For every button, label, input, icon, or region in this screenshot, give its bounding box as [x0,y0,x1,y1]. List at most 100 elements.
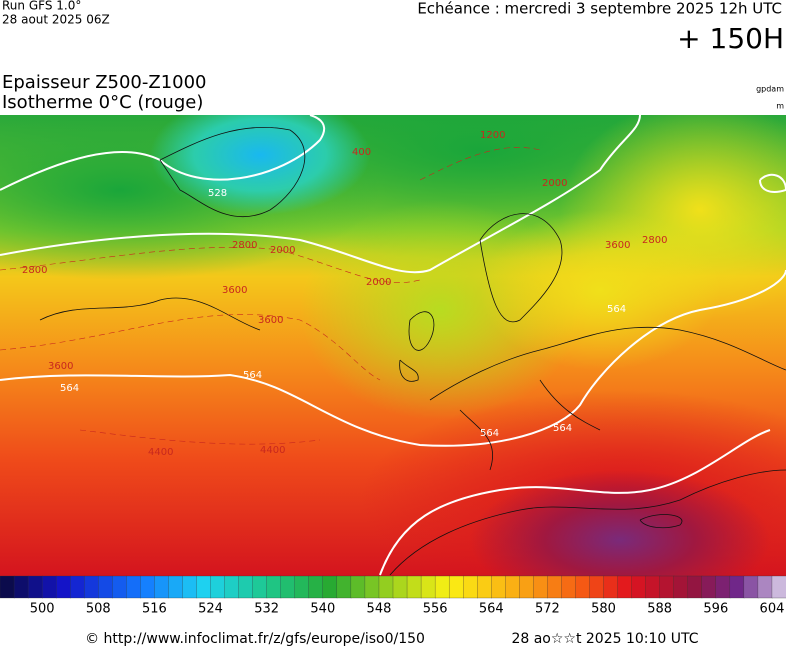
colorbar-swatch [140,575,156,599]
colorbar-swatch [0,575,15,599]
colorbar-swatch [757,575,773,599]
colorbar-swatch [84,575,99,599]
contour-label: 564 [243,370,262,381]
colorbar-swatch [210,575,226,599]
colorbar-swatch [41,575,57,599]
colorbar-swatch [126,575,142,599]
colorbar-swatch [589,575,605,599]
colorbar-swatch [743,575,759,599]
colorbar-swatch [687,575,703,599]
generated: 28 ao☆☆t 2025 10:10 UTC [511,631,698,647]
colorbar-swatch [701,575,717,599]
colorbar-swatch [406,575,422,599]
colorbar-swatch [771,575,786,599]
colorbar-tick-label: 556 [423,602,448,617]
contour-label: 564 [553,423,572,434]
colorbar-swatch [350,575,366,599]
colorbar-swatch [112,575,127,599]
colorbar-swatch [477,575,492,599]
map: 528 564 564 564 564 564 2800 2800 3600 3… [0,115,786,576]
contour-label: 3600 [222,285,247,296]
echeance: Echéance : mercredi 3 septembre 2025 12h… [417,0,782,18]
source: © http://www.infoclimat.fr/z/gfs/europe/… [85,631,425,647]
contour-label: 528 [208,188,227,199]
colorbar-swatch [70,575,85,599]
title: Epaisseur Z500-Z1000 [2,72,207,93]
contour-label: 4400 [148,447,173,458]
contour-label: 2000 [542,178,567,189]
colorbar-tick-label: 580 [591,602,616,617]
colorbar-swatch [729,575,745,599]
colorbar-swatch [27,575,43,599]
colorbar-swatch [575,575,591,599]
contour-label: 400 [352,147,371,158]
colorbar-tick-label: 500 [30,602,55,617]
colorbar-swatch [561,575,577,599]
colorbar-swatch [168,575,184,599]
colorbar-tick-label: 524 [198,602,223,617]
colorbar-swatch [182,575,198,599]
run: Run GFS 1.0° [2,0,81,13]
colorbar-tick-label: 572 [535,602,560,617]
contour-label: 564 [480,428,499,439]
colorbar-swatch [98,575,113,599]
colorbar-swatch [196,575,212,599]
lead-time: + 150H [677,22,784,55]
colorbar-swatch [308,575,324,599]
subtitle: Isotherme 0°C (rouge) [2,92,203,113]
contour-label: 2800 [22,265,47,276]
contour-label: 2800 [232,240,257,251]
colorbar-swatch [55,575,71,599]
colorbar-swatch [505,575,520,599]
colorbar-swatch [617,575,633,599]
colorbar-tick-label: 516 [142,602,167,617]
contour-label: 564 [607,304,626,315]
colorbar-swatch [533,575,549,599]
colorbar-swatch [715,575,731,599]
colorbar-tick-label: 540 [310,602,335,617]
colorbar-swatch [238,575,254,599]
contour-label: 564 [60,383,79,394]
colorbar-swatch [448,575,464,599]
colorbar-swatch [322,575,338,599]
colorbar-swatch [673,575,689,599]
colorbar-swatch [420,575,436,599]
colorbar-swatch [491,575,506,599]
colorbar-swatch [364,575,380,599]
colorbar-swatch [294,575,310,599]
contour-label: 3600 [605,240,630,251]
colorbar-swatch [280,575,296,599]
contour-label: 3600 [48,361,73,372]
colorbar-swatch [547,575,563,599]
contour-label: 2000 [366,277,391,288]
colorbar-tick-label: 548 [367,602,392,617]
colorbar-swatch [645,575,661,599]
contour-label: 4400 [260,445,285,456]
unit: gpdam [756,85,784,94]
colorbar-swatch [378,575,394,599]
colorbar-tick-label: 564 [479,602,504,617]
colorbar-swatch [224,575,240,599]
colorbar-swatch [252,575,268,599]
contour-label: 1200 [480,130,505,141]
colorbar-swatch [154,575,170,599]
colorbar-tick-label: 508 [86,602,111,617]
colorbar-swatch [519,575,535,599]
colorbar-swatch [603,575,619,599]
unit: m [776,102,784,111]
colorbar-tick-label: 604 [760,602,785,617]
contour-label: 2000 [270,245,295,256]
colorbar-swatch [434,575,450,599]
colorbar-swatch [266,575,282,599]
colorbar-swatch [336,575,352,599]
colorbar-swatch [463,575,478,599]
colorbar-tick-label: 532 [254,602,279,617]
contour-label: 2800 [642,235,667,246]
colorbar-swatch [13,575,29,599]
colorbar-tick-label: 588 [647,602,672,617]
colorbar-swatch [659,575,675,599]
colorbar: 500 508 516 524 532 540 548 556 564 572 580 588 596 6… [0,575,786,617]
run-date: 28 aout 2025 06Z [2,13,110,27]
colorbar-swatch [631,575,647,599]
